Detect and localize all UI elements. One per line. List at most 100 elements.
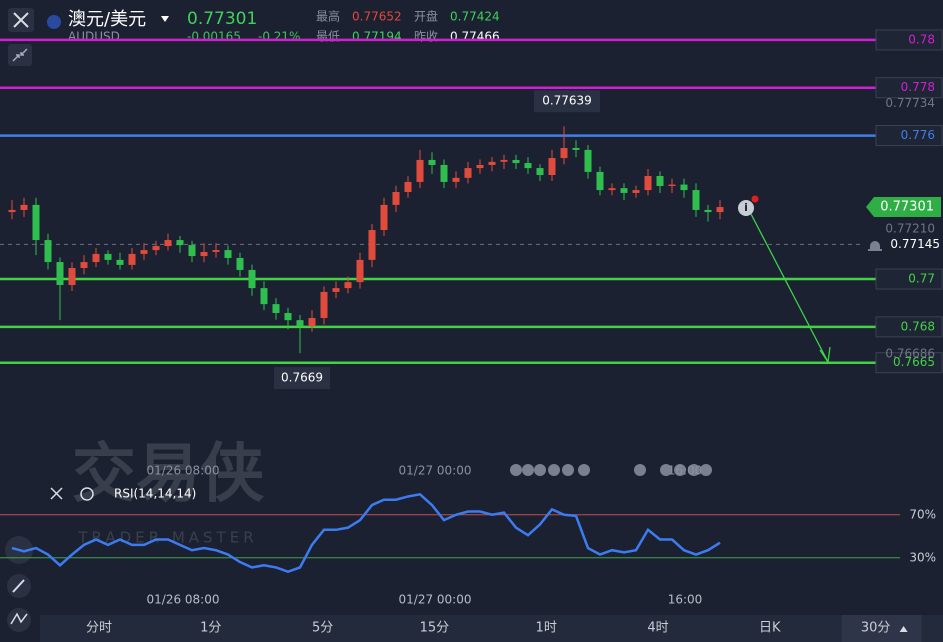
tab[interactable]: 30分	[861, 621, 891, 636]
candle-body	[476, 164, 484, 169]
candle-body	[284, 312, 292, 321]
candle-body	[428, 159, 436, 165]
level-label-box	[875, 29, 943, 51]
header-change-pct: -0.21%	[258, 30, 300, 44]
candle-body	[308, 317, 316, 327]
rsi-visibility[interactable]	[80, 487, 94, 501]
level-label-box	[875, 352, 943, 374]
candle-body	[8, 209, 16, 213]
time-label: 01/26 08:00	[147, 464, 220, 478]
candle-body	[164, 240, 172, 247]
candle-body	[296, 320, 304, 327]
stat-label: 最高	[316, 9, 340, 24]
candle-body	[20, 204, 28, 210]
candle-body	[560, 147, 568, 159]
level-label: 0.778	[901, 80, 935, 94]
candle-body	[140, 250, 148, 254]
candle-body	[512, 159, 520, 164]
header-change: -0.00165	[187, 30, 241, 44]
candle-body	[632, 190, 640, 193]
tabs: 分时 1分 5分 15分 1时 4时 日K 30分	[86, 615, 922, 642]
candle-body	[440, 164, 448, 182]
candle-body	[128, 253, 136, 265]
collapse-button[interactable]	[8, 44, 32, 66]
candle-body	[92, 253, 100, 263]
tool-button[interactable]	[7, 608, 31, 632]
stat-value: 0.77194	[352, 30, 402, 44]
candle-body	[596, 171, 604, 191]
candle-body	[116, 259, 124, 265]
candle-body	[488, 161, 496, 165]
candle-body	[584, 149, 592, 172]
candle-body	[104, 253, 112, 260]
candle-body	[452, 177, 460, 182]
candle-body	[716, 207, 724, 213]
low-marker-label: 0.7669	[281, 371, 323, 385]
flag-icon	[47, 15, 61, 29]
rsi-line	[11, 492, 721, 574]
stat-value: 0.77466	[450, 30, 500, 44]
tab[interactable]: 日K	[759, 621, 781, 636]
candle-body	[524, 163, 532, 169]
alert-dot	[751, 195, 759, 203]
stat-value: 0.77424	[450, 10, 500, 24]
tab[interactable]: 4时	[647, 621, 668, 636]
level-label-box	[875, 125, 943, 147]
alert-bell[interactable]	[868, 241, 882, 251]
rsi-close[interactable]	[50, 487, 63, 500]
watermark-title: 交易侠	[72, 438, 264, 512]
tab[interactable]: 分时	[86, 621, 112, 636]
rsi-tick-label: 30%	[909, 550, 936, 564]
candle-body	[500, 159, 508, 162]
candle-body	[464, 168, 472, 178]
candle-body	[224, 250, 232, 258]
info-icon[interactable]	[738, 200, 754, 216]
tab[interactable]: 5分	[312, 621, 333, 636]
level-label-box	[875, 316, 943, 338]
tab-active-bg	[841, 615, 922, 642]
low-marker-box	[274, 367, 330, 390]
candle-body	[188, 245, 196, 257]
current-price-box	[866, 197, 941, 218]
candle-body	[200, 252, 208, 257]
candle-body	[320, 291, 328, 318]
dropdown-caret[interactable]	[161, 16, 169, 22]
stat-label: 最低	[316, 30, 340, 44]
tab[interactable]: 1时	[536, 621, 557, 636]
stat-label: 昨收	[414, 30, 438, 44]
level-label: 0.77	[908, 272, 935, 286]
candle-body	[56, 262, 64, 285]
candle-body	[620, 188, 628, 193]
candle-body	[80, 262, 88, 269]
current-price-label: 0.77301	[880, 200, 934, 215]
close-button[interactable]	[8, 8, 34, 32]
candle-body	[44, 240, 52, 263]
info-glyph: i	[744, 201, 748, 214]
stat-value: 0.77652	[352, 10, 402, 24]
candle-body	[404, 181, 412, 192]
symbol-code: AUDUSD	[68, 30, 120, 44]
candle-body	[536, 168, 544, 176]
candle-body	[668, 184, 676, 187]
candle-body	[548, 158, 556, 176]
candle-body	[32, 204, 40, 241]
tab[interactable]: 15分	[420, 621, 450, 636]
prev-close-label: 0.77145	[890, 237, 940, 251]
time-label: 01/26 08:00	[147, 593, 220, 607]
level-label-box	[875, 77, 943, 99]
candle-body	[656, 175, 664, 187]
candle-body	[380, 204, 388, 231]
tab[interactable]: 1分	[200, 621, 221, 636]
candle-body	[680, 184, 688, 191]
candle-body	[368, 230, 376, 260]
watermark-subtitle: TRADER MASTER	[77, 529, 257, 547]
candle-body	[152, 246, 160, 251]
candle-body	[608, 188, 616, 191]
tab-bar	[40, 615, 943, 642]
rsi-tick-label: 70%	[909, 507, 936, 521]
symbol-title[interactable]: 澳元/美元	[68, 9, 146, 30]
indicator-icon	[10, 612, 28, 625]
time-label: 01/27 00:00	[399, 464, 472, 478]
candle-body	[392, 191, 400, 205]
